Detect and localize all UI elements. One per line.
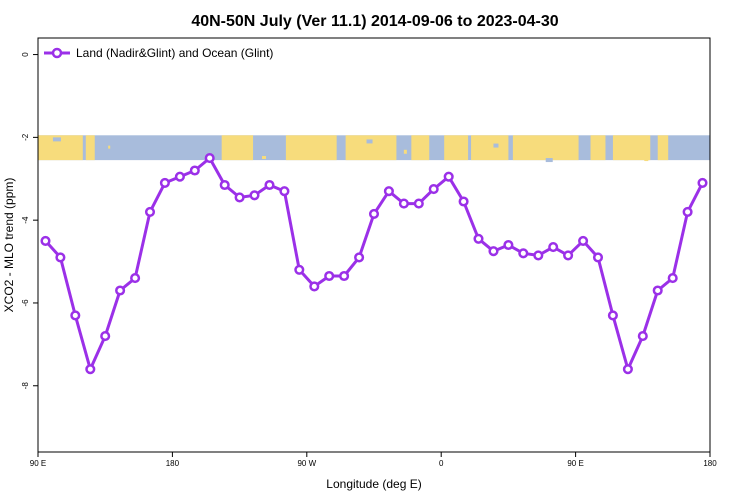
data-point: [309, 281, 320, 292]
data-point: [115, 285, 126, 296]
land-island: [644, 158, 649, 162]
data-point: [697, 177, 708, 188]
land-island: [108, 145, 111, 149]
land-segment: [444, 135, 469, 161]
land-segment: [612, 135, 651, 161]
y-axis: 0 -2 -4 -6 -8: [21, 52, 38, 390]
data-point: [294, 264, 305, 275]
data-point: [578, 235, 589, 246]
legend-marker: [51, 47, 63, 59]
data-point: [533, 250, 544, 261]
data-point: [473, 233, 484, 244]
data-point: [324, 270, 335, 282]
data-point: [174, 171, 185, 182]
data-point: [264, 179, 275, 191]
data-point: [607, 310, 618, 321]
y-axis-label: XCO2 - MLO trend (ppm): [2, 178, 16, 313]
data-point: [159, 177, 170, 188]
land-segment: [512, 135, 579, 161]
data-point: [458, 196, 469, 207]
x-tick-label: 0: [439, 459, 444, 468]
data-point: [548, 242, 559, 253]
land-segment: [657, 135, 669, 161]
data-point: [682, 206, 693, 217]
x-axis-label: Longitude (deg E): [326, 477, 421, 491]
chart-title: 40N-50N July (Ver 11.1) 2014-09-06 to 20…: [191, 13, 558, 30]
land-segment: [411, 135, 430, 161]
land-segment: [85, 135, 95, 161]
data-point: [130, 273, 141, 284]
y-tick-label: -4: [21, 216, 30, 224]
data-point: [518, 248, 529, 259]
ocean-inlet: [127, 141, 134, 145]
data-point: [189, 165, 200, 176]
land-segment: [285, 135, 337, 161]
data-point: [40, 235, 51, 246]
ocean-inlet: [493, 143, 499, 148]
legend-label: Land (Nadir&Glint) and Ocean (Glint): [76, 46, 273, 60]
data-point: [234, 192, 245, 203]
data-point: [204, 153, 215, 164]
land-ocean-map-strip: [38, 135, 710, 163]
y-tick-label: -8: [21, 382, 30, 390]
x-tick-label: 90 E: [567, 459, 583, 468]
data-point: [219, 179, 230, 191]
ocean-inlet: [545, 158, 553, 163]
x-tick-label: 90 E: [30, 459, 46, 468]
data-point: [592, 252, 604, 263]
series-line: [44, 156, 704, 371]
land-segment: [471, 135, 509, 161]
ocean-inlet: [366, 139, 373, 144]
data-point: [55, 252, 66, 263]
y-tick-label: -2: [21, 133, 30, 141]
data-point: [667, 273, 678, 284]
data-point: [383, 186, 394, 197]
x-axis: 90 E 180 90 W 0 90 E 180: [30, 452, 717, 468]
plot-frame: [37, 37, 711, 453]
land-segment: [590, 135, 606, 161]
land-segment: [345, 135, 397, 161]
y-tick-label: -6: [21, 299, 30, 307]
data-point: [100, 331, 111, 342]
data-point: [368, 208, 380, 219]
data-point: [652, 285, 663, 296]
series-layer: [40, 153, 708, 375]
data-point: [339, 270, 350, 282]
data-point: [398, 198, 409, 209]
x-tick-label: 180: [166, 459, 180, 468]
x-tick-label: 180: [703, 459, 717, 468]
land-island: [403, 149, 407, 154]
land-island: [484, 151, 489, 155]
data-point: [488, 246, 499, 257]
land-segment: [221, 135, 254, 161]
land-island: [87, 155, 91, 160]
ocean-inlet: [605, 139, 612, 143]
data-point: [637, 331, 648, 342]
data-point: [563, 250, 574, 261]
data-point: [503, 239, 514, 251]
data-point: [428, 184, 439, 195]
land-island: [288, 139, 292, 143]
legend: Land (Nadir&Glint) and Ocean (Glint): [44, 46, 273, 60]
data-point: [85, 364, 96, 375]
ocean-inlet: [52, 137, 61, 142]
data-point: [144, 206, 156, 217]
land-island: [262, 155, 266, 159]
data-point: [279, 186, 290, 197]
data-point: [249, 190, 260, 201]
y-tick-label: 0: [21, 52, 30, 57]
land-island: [599, 153, 603, 158]
data-point: [354, 252, 365, 263]
data-point: [70, 310, 81, 321]
data-point: [622, 364, 633, 375]
data-point: [413, 198, 424, 209]
data-point: [443, 171, 454, 182]
x-tick-label: 90 W: [297, 459, 316, 468]
